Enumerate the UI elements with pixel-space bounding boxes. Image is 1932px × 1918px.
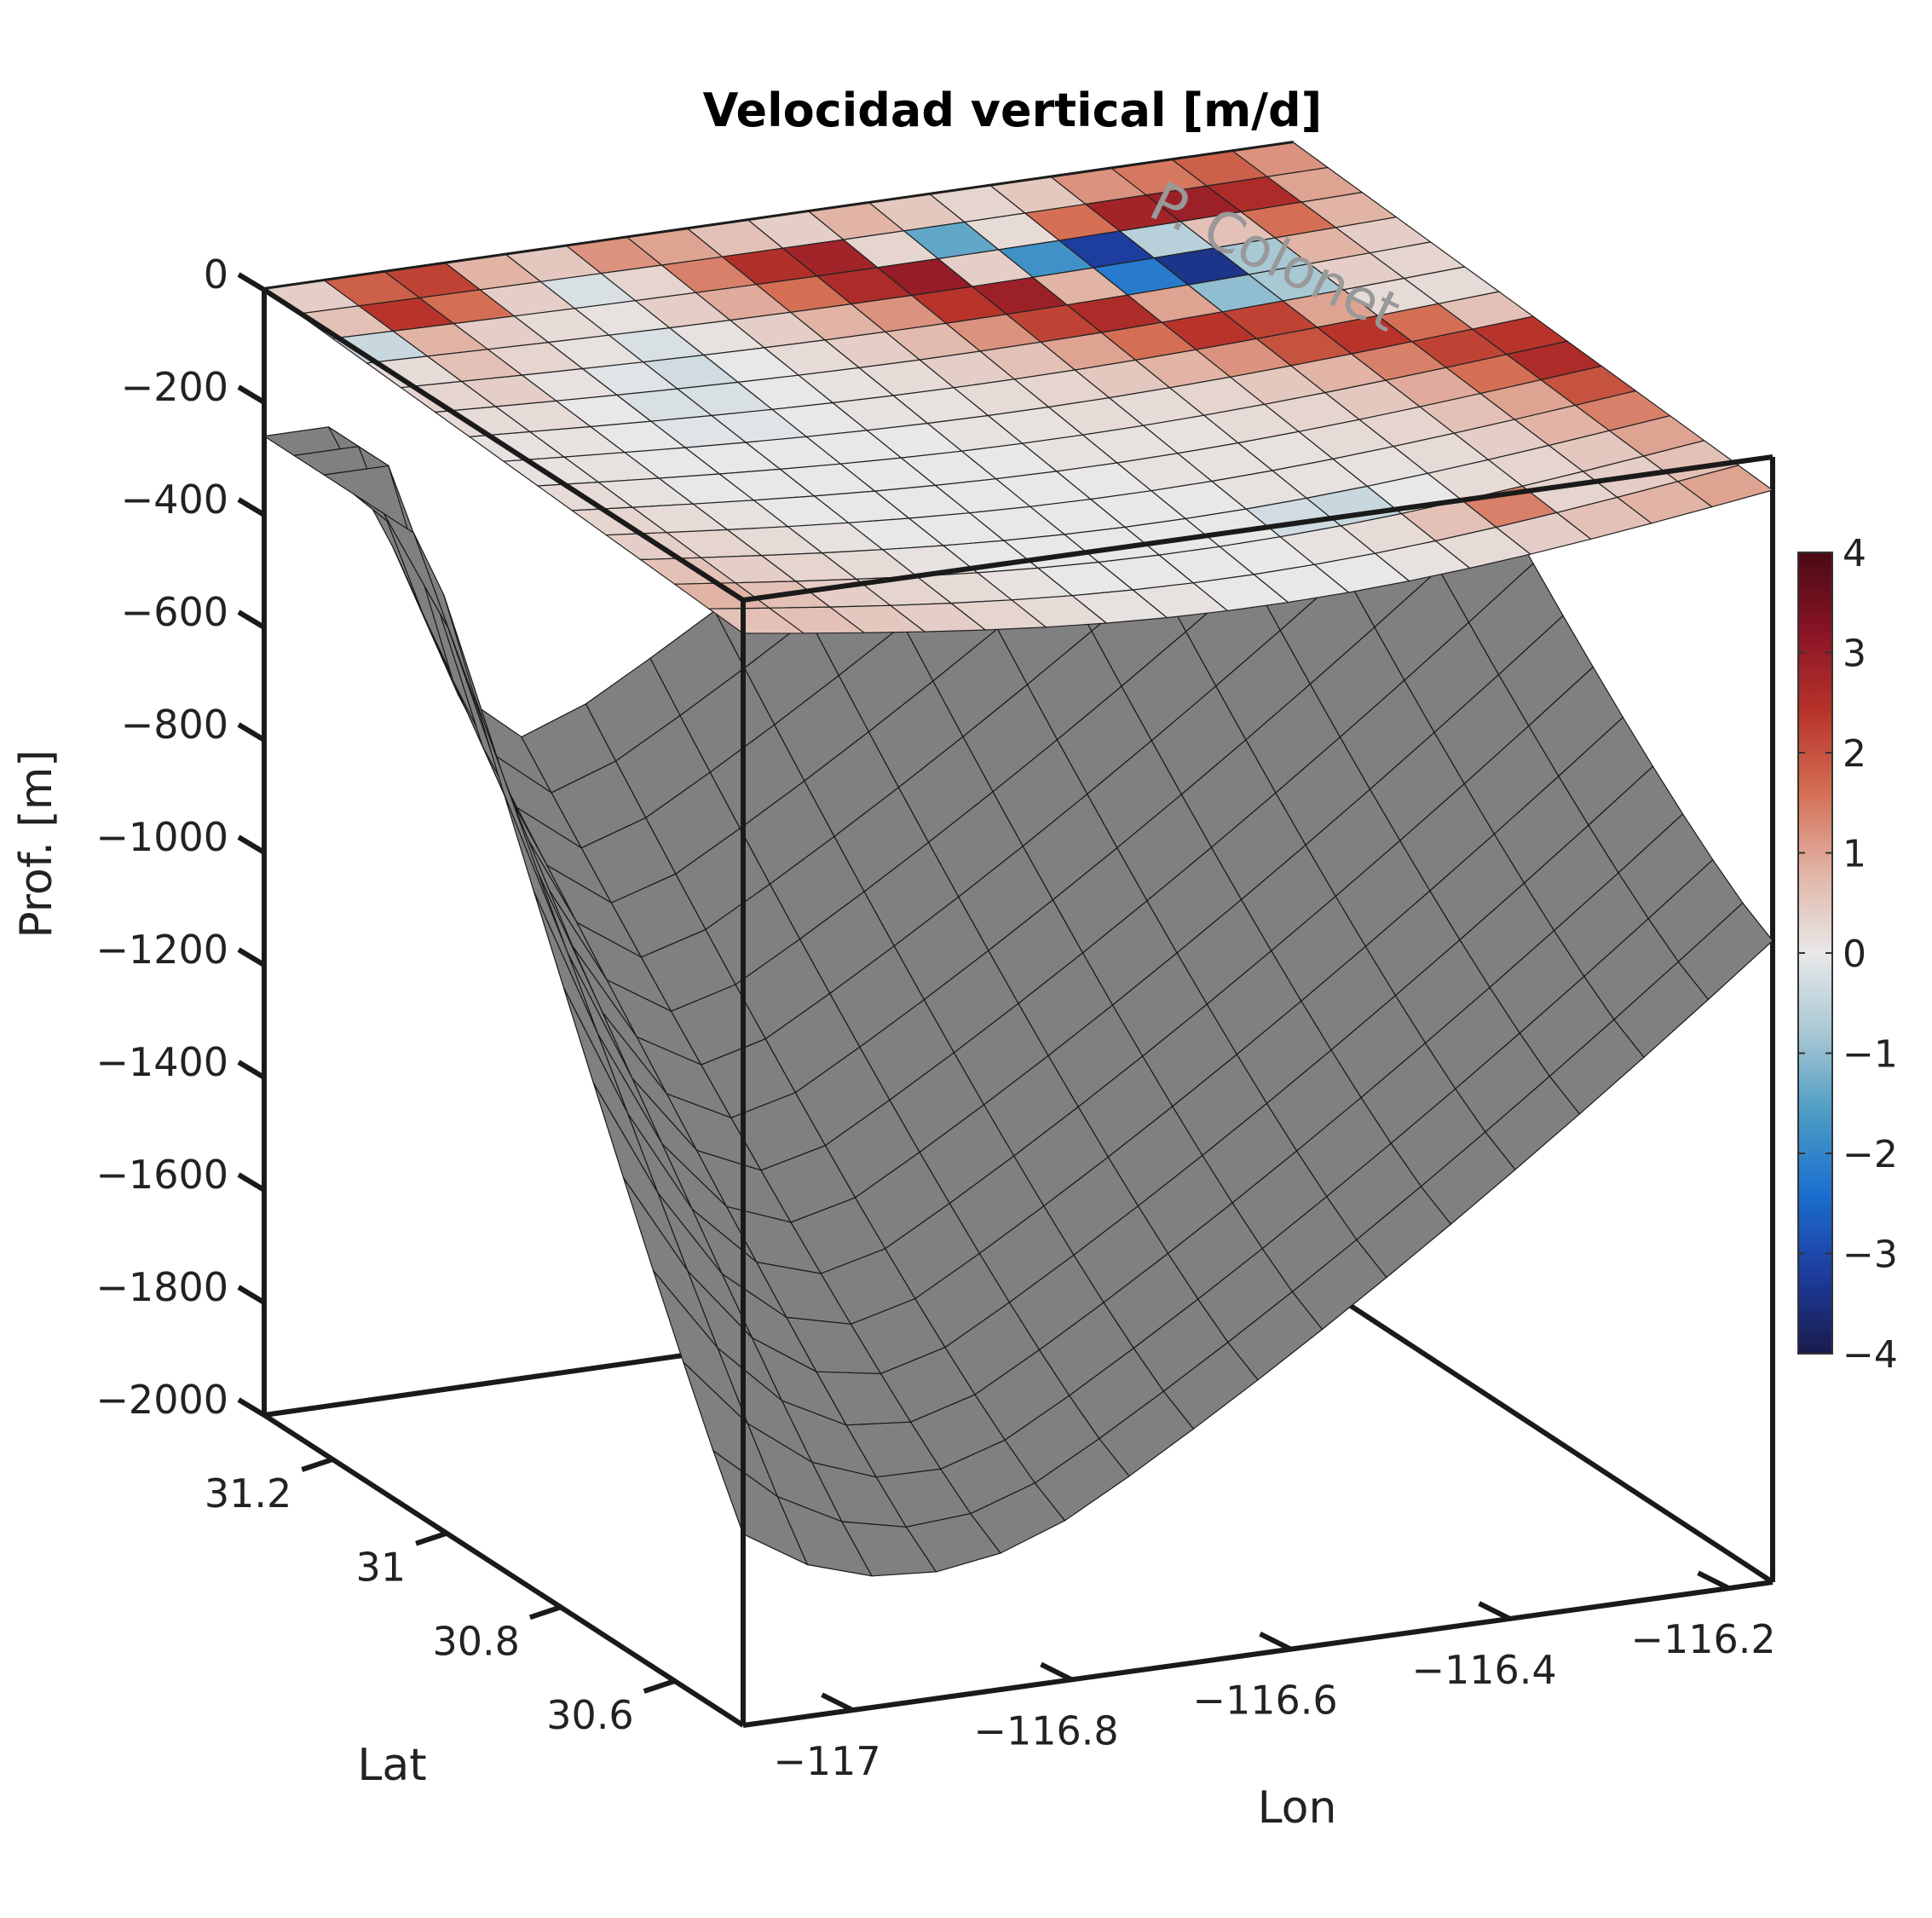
y-tick-label: 31 (356, 1545, 407, 1591)
x-tick (1697, 1570, 1730, 1591)
box-edge-front-1 (742, 454, 1773, 603)
surface-cell (1677, 902, 1773, 1001)
y-axis: 30.6 30.8 31 31.2 (205, 1457, 676, 1738)
x-tick-label: −116.2 (1630, 1616, 1775, 1662)
colorbar-tick-label: 0 (1843, 933, 1866, 976)
colorbar-tick-label: 3 (1843, 633, 1866, 676)
box-edge-front-0 (262, 287, 745, 603)
y-tick (415, 1530, 448, 1546)
box-edge-back-3 (1292, 1266, 1774, 1585)
z-tick (237, 947, 266, 968)
z-tick-label: −600 (121, 589, 228, 635)
z-tick-label: −1800 (95, 1264, 228, 1310)
y-tick (643, 1678, 676, 1694)
x-tick-label: −117 (773, 1738, 880, 1784)
box-edge-front-3 (742, 1580, 1773, 1728)
colorbar-tick-label: 2 (1843, 732, 1866, 776)
velocity-slice (262, 142, 1774, 634)
z-tick (237, 1172, 266, 1193)
y-tick-label: 30.8 (432, 1618, 519, 1664)
z-tick (237, 1060, 266, 1080)
z-tick (237, 835, 266, 855)
z-axis-label: Prof. [m] (11, 749, 62, 938)
z-tick-label: −400 (121, 477, 228, 523)
z-tick-label: −800 (121, 702, 228, 748)
x-tick-label: −116.4 (1411, 1647, 1556, 1693)
z-tick (237, 497, 266, 517)
x-tick-label: −116.8 (973, 1707, 1118, 1753)
colorbar-tick-label: −1 (1843, 1033, 1898, 1077)
x-tick (821, 1692, 854, 1713)
y-tick-label: 30.6 (546, 1692, 633, 1738)
chart-title: Velocidad vertical [m/d] (703, 84, 1323, 137)
y-tick-label: 31.2 (205, 1470, 291, 1516)
z-tick-label: −2000 (95, 1377, 228, 1423)
x-tick (1478, 1601, 1511, 1621)
x-axis-label: Lon (1258, 1782, 1337, 1834)
z-tick-label: −1400 (95, 1039, 228, 1085)
z-tick (237, 384, 266, 405)
z-tick-label: −200 (121, 364, 228, 410)
axes-box-front (262, 287, 1773, 1728)
z-tick (237, 272, 266, 292)
z-tick-label: −1200 (95, 927, 228, 973)
box-edge-back-5 (262, 1413, 745, 1728)
y-tick (301, 1457, 334, 1472)
z-axis: 0 −200 −400 −600 −800 −1000 −1200 −1400 −1600 −18… (95, 251, 266, 1423)
z-tick-label: −1000 (95, 814, 228, 860)
colorbar-tick-label: 1 (1843, 833, 1866, 876)
z-tick-label: 0 (204, 251, 228, 298)
x-tick (1259, 1631, 1292, 1652)
y-axis-label: Lat (357, 1740, 426, 1791)
slice-cell (1676, 465, 1774, 508)
z-tick-label: −1600 (95, 1152, 228, 1198)
x-tick-label: −116.6 (1192, 1678, 1337, 1724)
y-tick (528, 1604, 562, 1620)
colorbar-tick-label: 4 (1843, 532, 1866, 575)
colorbar-tick-label: −4 (1843, 1333, 1898, 1377)
colorbar: 4 3 2 1 0 −1 −2 −3 −4 (1797, 532, 1898, 1377)
x-axis: −117 −116.8 −116.6 −116.4 −116.2 (773, 1570, 1776, 1784)
z-tick (237, 722, 266, 742)
z-tick (237, 1397, 266, 1418)
z-tick (237, 609, 266, 630)
colorbar-tick-label: −3 (1843, 1233, 1898, 1277)
z-tick (237, 1285, 266, 1305)
colorbar-tick-label: −2 (1843, 1133, 1898, 1176)
x-tick (1040, 1661, 1073, 1683)
